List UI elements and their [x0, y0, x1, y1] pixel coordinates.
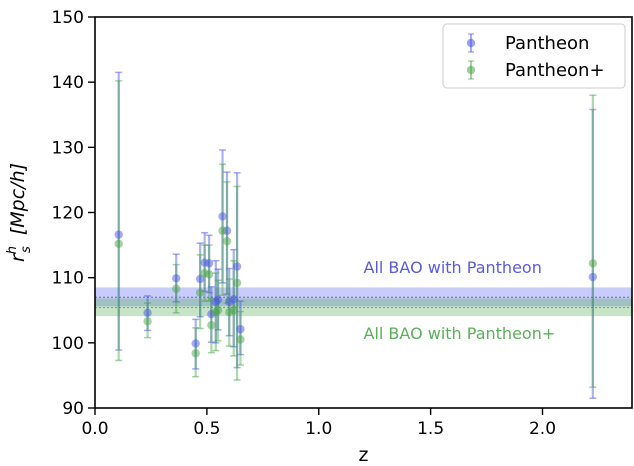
y-tick-label-0: 90	[62, 399, 84, 419]
y-axis-label: rhs [Mpc/h]	[5, 163, 34, 262]
legend-label-0: Pantheon	[505, 33, 589, 54]
point-s0-6	[204, 259, 214, 268]
x-tick-label-2: 1.0	[305, 419, 332, 439]
point-s1-2	[172, 284, 181, 293]
point-s1-0	[114, 239, 123, 248]
point-s1-10	[218, 226, 227, 235]
data-points	[114, 212, 598, 358]
y-tick-label-1: 100	[52, 334, 84, 354]
point-s1-9	[213, 306, 223, 315]
point-s1-16	[588, 259, 598, 268]
legend-label-1: Pantheon+	[505, 60, 605, 81]
point-s0-16	[588, 272, 598, 282]
error-bars	[115, 71, 597, 399]
point-s0-9	[213, 295, 223, 305]
band-annotation-1: All BAO with Pantheon+	[364, 324, 556, 343]
point-s1-13	[229, 306, 238, 315]
x-axis-label: z	[359, 444, 369, 466]
y-tick-label-6: 150	[52, 8, 84, 28]
x-tick-label-0: 0.0	[81, 419, 108, 439]
legend: Pantheon Pantheon+	[442, 23, 626, 89]
point-s0-4	[195, 274, 205, 284]
point-s1-4	[195, 288, 205, 297]
point-s0-1	[143, 308, 152, 318]
point-s0-0	[114, 230, 123, 239]
point-s1-11	[222, 236, 232, 246]
x-tick-label-1: 0.5	[193, 419, 220, 439]
y-tick-label-2: 110	[52, 269, 84, 289]
legend-box	[442, 23, 626, 89]
band-annotation-0: All BAO with Pantheon	[364, 258, 542, 277]
point-s0-10	[218, 212, 227, 221]
legend-marker-1	[466, 65, 476, 75]
point-s1-7	[207, 321, 216, 330]
point-s1-3	[191, 349, 200, 358]
y-tick-label-5: 140	[52, 73, 84, 93]
point-s0-14	[232, 262, 242, 271]
point-s0-15	[236, 324, 245, 334]
point-s0-13	[229, 294, 238, 304]
point-s0-3	[191, 339, 200, 348]
x-axis-ticks: 0.0 0.5 1.0 1.5 2.0	[81, 408, 556, 439]
point-s1-1	[143, 317, 152, 326]
point-s1-15	[236, 335, 245, 344]
legend-marker-0	[466, 38, 476, 48]
point-s0-2	[172, 274, 181, 283]
y-axis-ticks: 90 100 110 120 130 140 150	[52, 8, 95, 419]
y-tick-label-4: 130	[52, 138, 84, 158]
point-s1-14	[232, 278, 242, 288]
y-tick-label-3: 120	[52, 204, 84, 224]
band-annotations: All BAO with Pantheon All BAO with Panthe…	[364, 258, 556, 343]
x-tick-label-4: 2.0	[529, 419, 556, 439]
x-tick-label-3: 1.5	[417, 419, 444, 439]
point-s1-6	[204, 270, 214, 279]
